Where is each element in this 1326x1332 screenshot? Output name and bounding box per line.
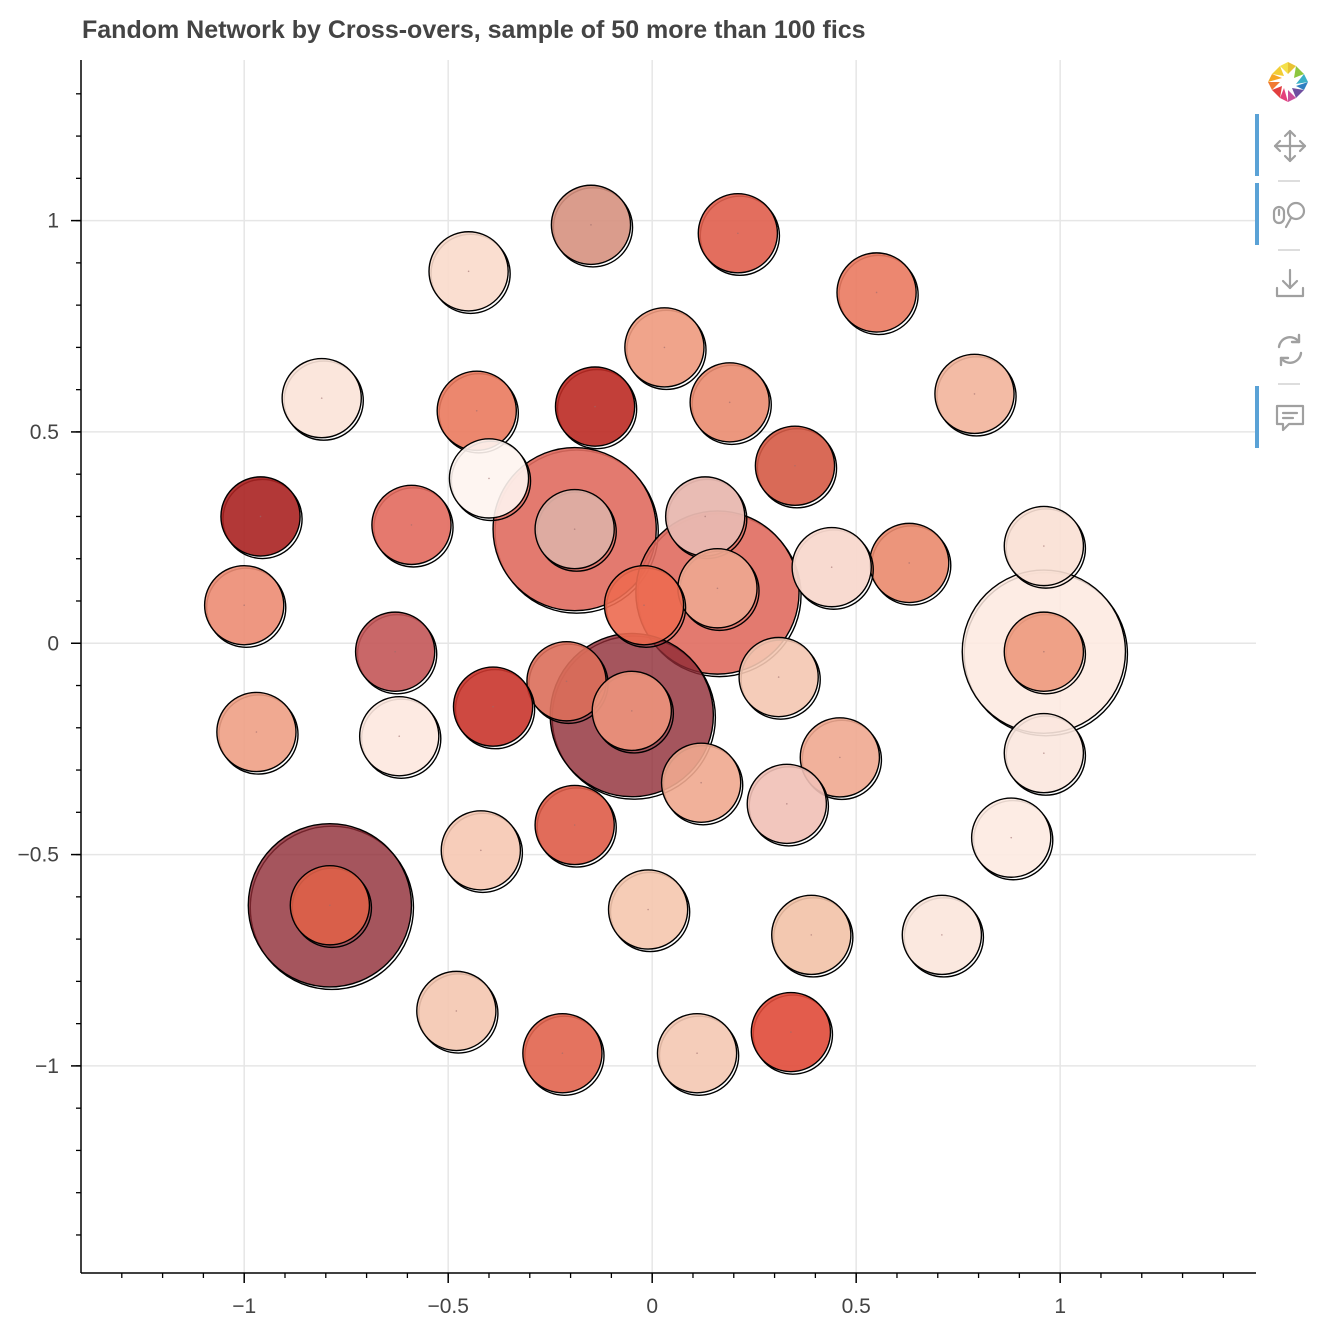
node-center-dot: [875, 291, 878, 294]
node-center-dot: [737, 232, 739, 235]
node-center-dot: [565, 680, 568, 683]
node-center-dot: [839, 756, 841, 759]
node-center-dot: [663, 346, 666, 349]
axes: −1 −0.5 0 0.5 1 1 0.5 0 −0.5 −1: [18, 60, 1256, 1318]
node-center-dot: [255, 731, 258, 733]
save-tool[interactable]: [1252, 252, 1326, 314]
save-tool-indicator: [1255, 252, 1259, 314]
y-tick-label: −1: [35, 1055, 59, 1078]
toolbar-divider: [1278, 383, 1300, 385]
node-center-dot: [830, 566, 833, 568]
node-center-dot: [1043, 545, 1045, 547]
node-center-dot: [329, 904, 331, 907]
y-tick-label: 0.5: [30, 421, 59, 444]
node-center-dot: [696, 1052, 698, 1055]
reset-icon: [1277, 333, 1303, 367]
node-center-dot: [630, 710, 633, 712]
network-nodes[interactable]: [203, 184, 1129, 1096]
node-center-dot: [728, 401, 731, 404]
x-tick-label: −1: [232, 1295, 256, 1318]
node-center-dot: [1043, 650, 1045, 653]
wheel-zoom-tool-active-indicator: [1255, 183, 1259, 245]
node-center-dot: [643, 604, 645, 607]
node-center-dot: [777, 676, 780, 678]
node-center-dot: [455, 1010, 458, 1012]
node-center-dot: [573, 824, 576, 826]
node-center-dot: [561, 1052, 564, 1055]
wheel-zoom-icon: [1272, 201, 1306, 229]
pan-tool-active-indicator: [1255, 114, 1259, 176]
node-center-dot: [716, 587, 719, 590]
reset-tool-indicator: [1255, 318, 1259, 380]
node-center-dot: [704, 515, 707, 518]
node-center-dot: [647, 908, 649, 911]
y-tick-label: 0: [47, 632, 59, 655]
hover-tool[interactable]: [1252, 386, 1326, 448]
node-center-dot: [1043, 752, 1045, 754]
chart-title: Fandom Network by Cross-overs, sample of…: [82, 16, 866, 44]
wheel-zoom-tool[interactable]: [1252, 183, 1326, 245]
bokeh-logo-icon[interactable]: [1266, 60, 1310, 104]
node-center-dot: [475, 409, 478, 412]
node-center-dot: [590, 224, 592, 226]
x-tick-label: −0.5: [427, 1295, 468, 1318]
node-center-dot: [790, 1031, 792, 1033]
node-center-dot: [398, 735, 401, 738]
plot-toolbar: [1252, 52, 1326, 472]
node-center-dot: [467, 270, 470, 273]
x-tick-label: 1: [1054, 1295, 1066, 1318]
node-center-dot: [973, 393, 976, 395]
node-center-dot: [243, 604, 245, 607]
node-center-dot: [810, 934, 813, 936]
node-center-dot: [488, 477, 490, 480]
node-center-dot: [259, 515, 262, 518]
node-center-dot: [794, 464, 796, 467]
node-center-dot: [594, 405, 596, 408]
hover-tool-active-indicator: [1255, 386, 1259, 448]
save-icon: [1275, 268, 1305, 298]
pan-icon: [1273, 129, 1307, 163]
x-tick-label: 0.5: [842, 1295, 871, 1318]
reset-tool[interactable]: [1252, 318, 1326, 380]
pan-tool[interactable]: [1252, 114, 1326, 176]
hover-icon: [1275, 404, 1305, 432]
toolbar-divider: [1278, 249, 1300, 251]
x-tick-label: 0: [646, 1295, 658, 1318]
node-center-dot: [492, 705, 494, 708]
node-center-dot: [941, 934, 943, 936]
node-center-dot: [480, 849, 482, 852]
y-tick-label: −0.5: [18, 844, 59, 867]
node-center-dot: [573, 528, 576, 530]
toolbar-divider: [1278, 180, 1300, 182]
node-center-dot: [700, 781, 702, 784]
y-tick-label: 1: [47, 210, 59, 233]
node-center-dot: [410, 524, 413, 526]
node-center-dot: [908, 562, 911, 564]
node-center-dot: [320, 397, 323, 399]
node-center-dot: [1010, 836, 1013, 839]
node-center-dot: [786, 803, 788, 805]
node-center-dot: [394, 650, 396, 653]
